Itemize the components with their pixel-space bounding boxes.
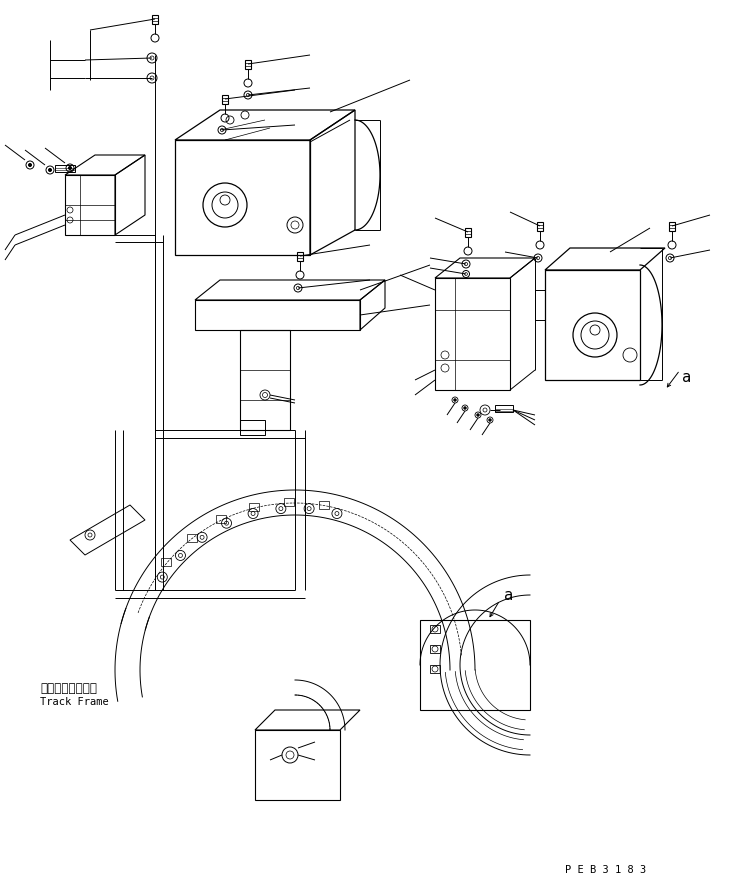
Bar xyxy=(245,60,251,69)
Text: a: a xyxy=(682,371,691,386)
Bar xyxy=(249,503,260,511)
Bar xyxy=(495,405,513,412)
Bar xyxy=(222,95,228,104)
Bar xyxy=(430,625,440,633)
Text: P E B 3 1 8 3: P E B 3 1 8 3 xyxy=(565,865,646,875)
Bar xyxy=(537,222,543,231)
Bar xyxy=(430,645,440,653)
Text: Track Frame: Track Frame xyxy=(40,697,109,707)
Circle shape xyxy=(463,407,466,409)
Bar xyxy=(319,501,329,509)
Bar xyxy=(669,222,675,231)
Circle shape xyxy=(454,399,456,401)
Bar xyxy=(55,165,75,172)
Bar xyxy=(216,515,227,523)
Bar xyxy=(152,15,158,24)
Text: a: a xyxy=(504,588,513,603)
Circle shape xyxy=(477,414,480,416)
Bar xyxy=(284,498,294,506)
Bar xyxy=(430,665,440,673)
Bar xyxy=(297,252,303,261)
Bar xyxy=(186,534,197,542)
Bar xyxy=(162,558,171,566)
Circle shape xyxy=(489,419,491,421)
Bar xyxy=(465,228,471,237)
Circle shape xyxy=(69,166,72,170)
Text: トラックフレーム: トラックフレーム xyxy=(40,681,97,695)
Circle shape xyxy=(48,168,51,172)
Circle shape xyxy=(29,164,31,166)
